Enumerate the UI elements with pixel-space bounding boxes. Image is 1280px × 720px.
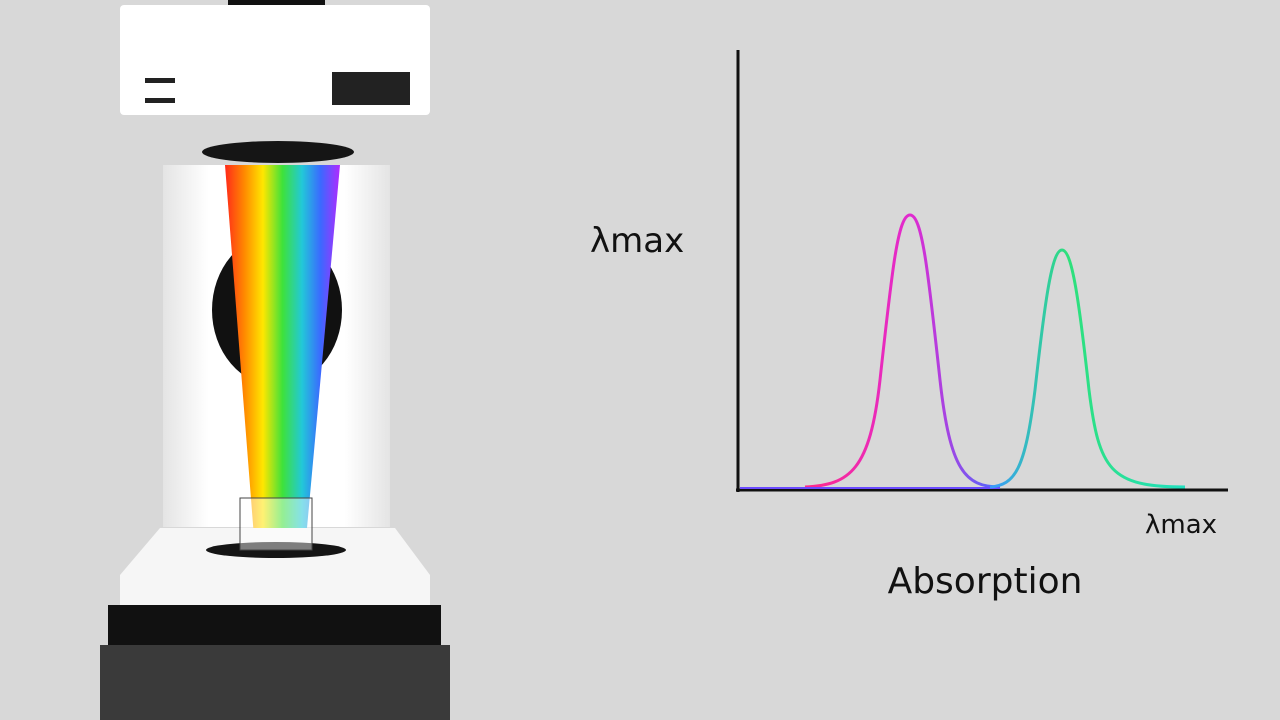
aperture <box>202 141 354 163</box>
base-body <box>100 645 450 720</box>
indicator <box>145 98 175 103</box>
absorption-peak <box>989 248 1186 489</box>
absorption-peak <box>804 213 1001 489</box>
light-beam <box>225 165 340 550</box>
absorption-graph: λmax λmax Absorption <box>590 50 1228 602</box>
cuvette <box>239 497 313 551</box>
base-plate <box>120 528 430 605</box>
display <box>332 72 410 105</box>
x-axis-label: λmax <box>1145 510 1217 540</box>
caption: Absorption <box>888 561 1083 602</box>
y-axis-label: λmax <box>590 221 684 261</box>
spectrophotometer <box>100 0 450 720</box>
base-top <box>108 605 441 647</box>
top-slot <box>228 0 325 5</box>
indicator <box>145 78 175 83</box>
